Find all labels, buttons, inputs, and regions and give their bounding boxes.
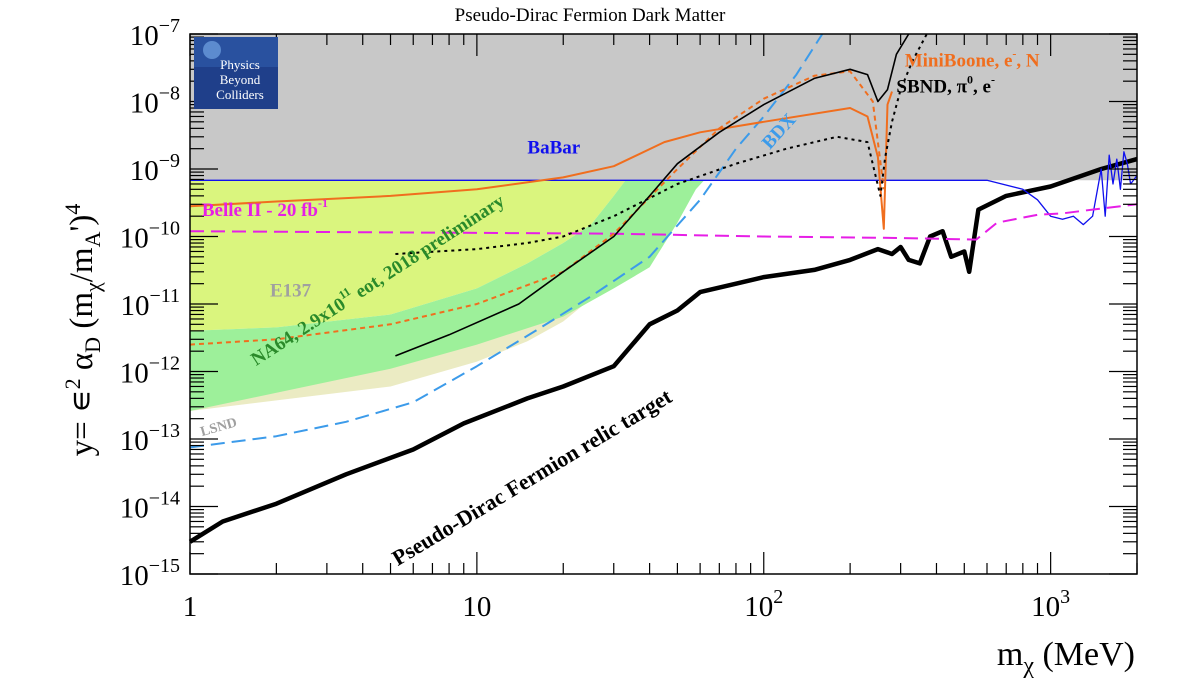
logo-text: Beyond	[220, 72, 261, 87]
annotation-label: Belle II - 20 fb-1	[202, 196, 328, 221]
e137-region	[190, 180, 633, 331]
logo-text: Physics	[220, 57, 260, 72]
y-tick-label: 10−13	[120, 420, 180, 457]
excluded-region	[190, 34, 1137, 181]
y-tick-label: 10−10	[120, 218, 180, 255]
babar-line	[190, 151, 1138, 226]
x-axis-label-unit: (MeV)	[1034, 636, 1135, 673]
y-axis-label: y= ∊2 αD (mχ/mA')4	[60, 204, 105, 457]
belle2-line	[189, 203, 1138, 241]
y-tick-label: 10−11	[120, 285, 180, 322]
y-tick-label: 10−12	[120, 353, 180, 390]
black-solid	[395, 33, 910, 357]
annotation-label: LSND	[199, 415, 239, 440]
bdx-line	[189, 33, 824, 449]
x-tick-label: 10	[462, 591, 491, 623]
logo-spark	[203, 41, 221, 59]
annotation-label: Pseudo-Dirac Fermion relic target	[387, 383, 676, 570]
x-axis-label-chi: χ	[1022, 653, 1034, 679]
annotation-label: SBND, π0, e-	[896, 73, 995, 98]
x-tick-label: 1	[183, 591, 198, 623]
x-axis-label: mχ (MeV)	[997, 636, 1135, 679]
series-lines	[188, 33, 1138, 544]
axis-ticks	[189, 33, 1138, 575]
logo-text: Colliders	[216, 87, 264, 102]
annotation-label: MiniBoone, e-, N	[905, 47, 1040, 72]
y-tick-label: 10−9	[130, 150, 180, 187]
y-tick-label: 10−15	[120, 555, 180, 592]
miniboone-line	[189, 91, 893, 230]
tick-labels: 1 10 102 103 10−7 10−8 10−9 10−10 10−11 10−12 10−1…	[120, 15, 1070, 623]
miniboone-dotted	[189, 70, 885, 346]
x-tick-label: 102	[744, 586, 783, 623]
y-tick-label: 10−8	[130, 83, 180, 120]
x-tick-label: 103	[1031, 586, 1070, 623]
y-tick-label: 10−7	[130, 15, 180, 52]
annotation-label: BaBar	[527, 137, 580, 158]
y-tick-label: 10−14	[120, 488, 180, 525]
sbnd-line	[395, 33, 928, 255]
chart-title: Pseudo-Dirac Fermion Dark Matter	[455, 5, 726, 26]
relic-target	[188, 156, 1138, 544]
shaded-regions	[190, 34, 1137, 411]
x-axis-label-m: m	[997, 636, 1023, 673]
na64-region	[190, 180, 705, 411]
annotation-label: E137	[270, 280, 312, 301]
